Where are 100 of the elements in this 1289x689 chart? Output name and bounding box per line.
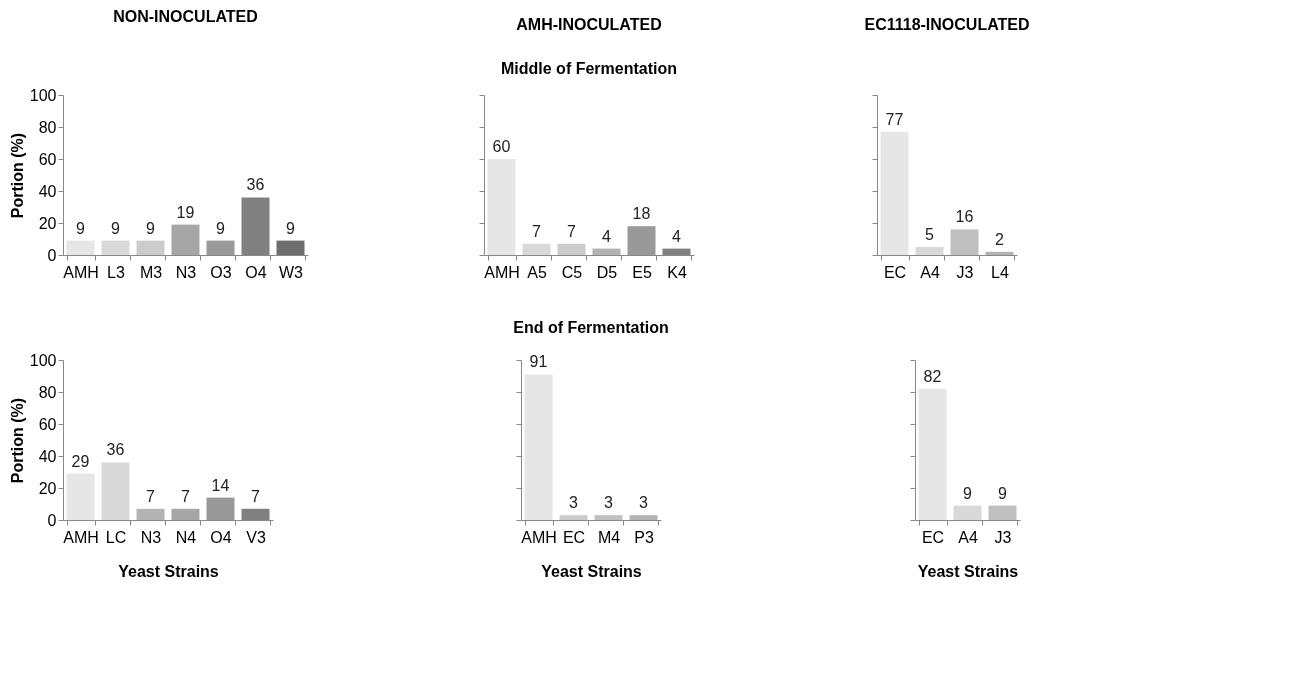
data-label: 91 — [529, 353, 548, 371]
x-axis-title: Yeast Strains — [541, 562, 642, 580]
x-tick-label: AMH — [63, 263, 99, 281]
data-label: 82 — [923, 367, 942, 385]
chart-title: AMH-INOCULATED — [516, 15, 662, 33]
bar — [880, 131, 909, 255]
bar — [171, 224, 200, 255]
bar — [592, 248, 621, 255]
data-label: 16 — [955, 208, 974, 226]
bar — [557, 243, 586, 255]
data-label: 4 — [602, 227, 612, 245]
bar — [66, 240, 95, 255]
y-tick-label: 40 — [38, 447, 57, 465]
x-tick-label: O4 — [245, 263, 267, 281]
bar — [276, 240, 305, 255]
x-tick-label: EC — [562, 528, 586, 546]
x-tick-label: M3 — [139, 263, 163, 281]
y-tick-label: 60 — [38, 150, 57, 168]
x-tick-label: AMH — [63, 528, 99, 546]
data-label: 2 — [995, 230, 1005, 248]
data-label: 9 — [286, 219, 296, 237]
data-label: 3 — [639, 494, 649, 512]
bar — [101, 462, 130, 520]
x-tick-label: A5 — [527, 263, 547, 281]
chart-subtitle: Middle of Fermentation — [501, 59, 677, 77]
bar — [206, 497, 235, 520]
data-label: 4 — [672, 227, 682, 245]
y-tick-label: 40 — [38, 182, 57, 200]
data-label: 9 — [998, 484, 1008, 502]
x-tick-label: K4 — [667, 263, 687, 281]
data-label: 9 — [76, 219, 86, 237]
bar — [950, 229, 979, 255]
x-tick-label: AMH — [521, 528, 557, 546]
x-tick-label: N3 — [140, 528, 162, 546]
x-axis-title: Yeast Strains — [917, 562, 1019, 580]
data-label: 36 — [246, 176, 265, 194]
data-label: 9 — [216, 219, 226, 237]
bar — [206, 240, 235, 255]
y-tick-label: 80 — [38, 118, 57, 136]
bar — [522, 243, 551, 255]
y-tick-label: 60 — [38, 415, 57, 433]
data-label: 60 — [492, 138, 511, 155]
data-label: 7 — [251, 487, 261, 505]
data-label: 9 — [963, 484, 973, 502]
x-tick-label: D5 — [596, 263, 618, 281]
y-tick-label: 100 — [29, 86, 57, 104]
data-label: 14 — [211, 476, 230, 494]
x-tick-label: J3 — [994, 528, 1012, 546]
x-tick-label: LC — [105, 528, 127, 546]
x-tick-label: J3 — [956, 263, 974, 281]
bar — [171, 508, 200, 520]
data-label: 5 — [925, 226, 935, 243]
chart-title: NON-INOCULATED — [113, 8, 258, 25]
y-axis-title: Portion (%) — [8, 132, 26, 219]
data-label: 18 — [632, 205, 651, 223]
data-label: 77 — [885, 110, 904, 128]
bar — [136, 508, 165, 520]
data-label: 7 — [181, 487, 191, 505]
x-tick-label: P3 — [634, 528, 654, 546]
y-axis-title: Portion (%) — [8, 397, 26, 484]
x-tick-label: O4 — [210, 528, 232, 546]
chart-title: EC1118-INOCULATED — [864, 15, 1030, 33]
y-tick-label: 100 — [29, 351, 57, 369]
x-tick-label: C5 — [561, 263, 583, 281]
data-label: 19 — [176, 203, 195, 221]
bar — [101, 240, 130, 255]
bar — [915, 247, 944, 255]
data-label: 7 — [532, 222, 542, 240]
y-tick-label: 80 — [38, 383, 57, 401]
x-tick-label: AMH — [484, 263, 520, 281]
data-label: 9 — [146, 219, 156, 237]
x-tick-label: O3 — [210, 263, 232, 281]
x-tick-label: W3 — [279, 263, 304, 281]
x-tick-label: EC — [883, 263, 907, 281]
data-label: 7 — [146, 487, 156, 505]
x-tick-label: E5 — [632, 263, 652, 281]
x-tick-label: L3 — [107, 263, 125, 281]
y-tick-label: 20 — [38, 479, 57, 497]
x-tick-label: EC — [921, 528, 945, 546]
y-tick-label: 0 — [47, 511, 57, 529]
x-tick-label: A4 — [920, 263, 940, 281]
bar — [627, 226, 656, 255]
y-tick-label: 20 — [38, 214, 57, 232]
x-tick-label: L4 — [991, 263, 1009, 281]
x-tick-label: A4 — [958, 528, 978, 546]
data-label: 3 — [604, 494, 614, 512]
data-label: 3 — [569, 494, 579, 512]
bar — [985, 251, 1014, 255]
y-tick-label: 0 — [47, 246, 57, 264]
bar — [66, 473, 95, 520]
x-tick-label: M4 — [597, 528, 621, 546]
data-label: 36 — [106, 441, 125, 459]
x-tick-label: V3 — [246, 528, 266, 546]
x-axis-title: Yeast Strains — [118, 562, 219, 580]
x-tick-label: N4 — [175, 528, 197, 546]
chart-title: End of Fermentation — [513, 319, 669, 337]
bar — [136, 240, 165, 255]
x-tick-label: N3 — [175, 263, 197, 281]
data-label: 29 — [71, 452, 90, 470]
data-label: 9 — [111, 219, 121, 237]
